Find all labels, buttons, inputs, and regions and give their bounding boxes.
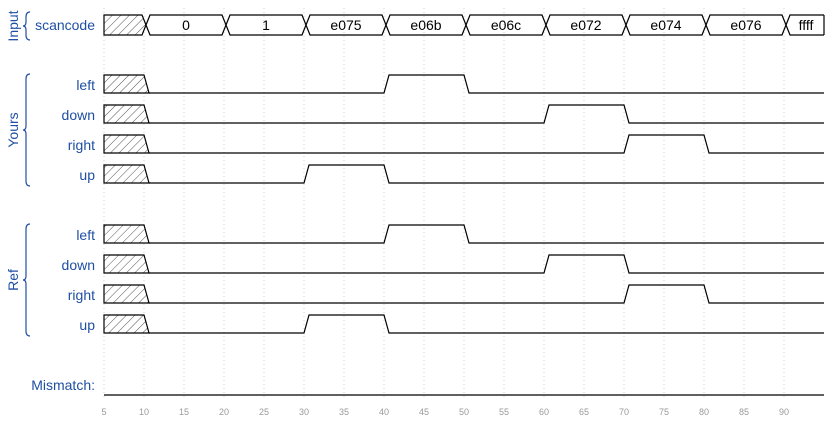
signal-label-scancode: scancode (35, 17, 95, 33)
signal-label-yours-left: left (76, 77, 95, 93)
time-tick-label: 90 (779, 407, 789, 417)
ref-up-waveform (149, 314, 824, 334)
scancode-value: e074 (650, 17, 681, 33)
yours-left-waveform (149, 74, 824, 94)
unknown-hatch-region (103, 164, 150, 184)
unknown-hatch-region (103, 74, 150, 94)
group-label-ref: Ref (5, 269, 21, 291)
signal-label-yours-down: down (62, 107, 95, 123)
unknown-hatch-region (103, 224, 150, 244)
time-axis: 5 10 15 20 25 30 35 40 45 50 55 60 65 70 75 80 85 90 (101, 407, 789, 417)
group-label-input: Input (5, 10, 21, 41)
time-tick-label: 20 (219, 407, 229, 417)
yours-down-waveform (149, 104, 824, 124)
signal-label-ref-left: left (76, 227, 95, 243)
group-braces (22, 11, 31, 337)
ref-left-waveform (149, 224, 824, 244)
unknown-hatch-region (103, 104, 150, 124)
time-tick-label: 70 (619, 407, 629, 417)
group-brace (22, 223, 31, 337)
time-tick-label: 10 (139, 407, 149, 417)
signal-labels: scancode left down right up left down right up Mi… (5, 10, 95, 393)
signal-label-yours-up: up (79, 167, 95, 183)
time-tick-label: 50 (459, 407, 469, 417)
signal-label-ref-down: down (62, 257, 95, 273)
scancode-value: 1 (262, 17, 270, 33)
unknown-hatch-region (103, 314, 150, 334)
unknown-hatch-region (103, 254, 150, 274)
time-tick-label: 45 (419, 407, 429, 417)
signal-label-ref-up: up (79, 317, 95, 333)
scancode-segment (785, 14, 825, 36)
time-tick-label: 75 (659, 407, 669, 417)
signal-label-yours-right: right (68, 137, 95, 153)
scancode-value: e076 (730, 17, 761, 33)
unknown-hatch-region (103, 14, 147, 36)
time-tick-label: 25 (259, 407, 269, 417)
unknown-hatch-region (103, 134, 150, 154)
group-brace (22, 11, 31, 41)
scancode-value: e06c (491, 17, 521, 33)
unknown-hatch-region (103, 284, 150, 304)
time-tick-label: 35 (339, 407, 349, 417)
mismatch-label: Mismatch: (31, 377, 95, 393)
scancode-value: e06b (410, 17, 441, 33)
ref-right-waveform (149, 284, 824, 304)
time-tick-label: 40 (379, 407, 389, 417)
group-brace (22, 73, 31, 187)
ref-down-waveform (149, 254, 824, 274)
group-label-yours: Yours (5, 112, 21, 147)
yours-up-waveform (149, 164, 824, 184)
time-tick-label: 60 (539, 407, 549, 417)
time-tick-label: 30 (299, 407, 309, 417)
signal-waveforms: 0 1 e075 e06b e06c e072 e074 e076 ffff (103, 14, 825, 396)
time-tick-label: 85 (739, 407, 749, 417)
time-tick-label: 65 (579, 407, 589, 417)
scancode-value: e072 (570, 17, 601, 33)
time-tick-label: 15 (179, 407, 189, 417)
time-tick-label: 55 (499, 407, 509, 417)
scancode-value: ffff (799, 17, 814, 33)
time-grid (103, 8, 785, 400)
scancode-value: e075 (330, 17, 361, 33)
signal-label-ref-right: right (68, 287, 95, 303)
yours-right-waveform (149, 134, 824, 154)
time-tick-label: 5 (101, 407, 106, 417)
time-tick-label: 80 (699, 407, 709, 417)
scancode-value: 0 (182, 17, 190, 33)
